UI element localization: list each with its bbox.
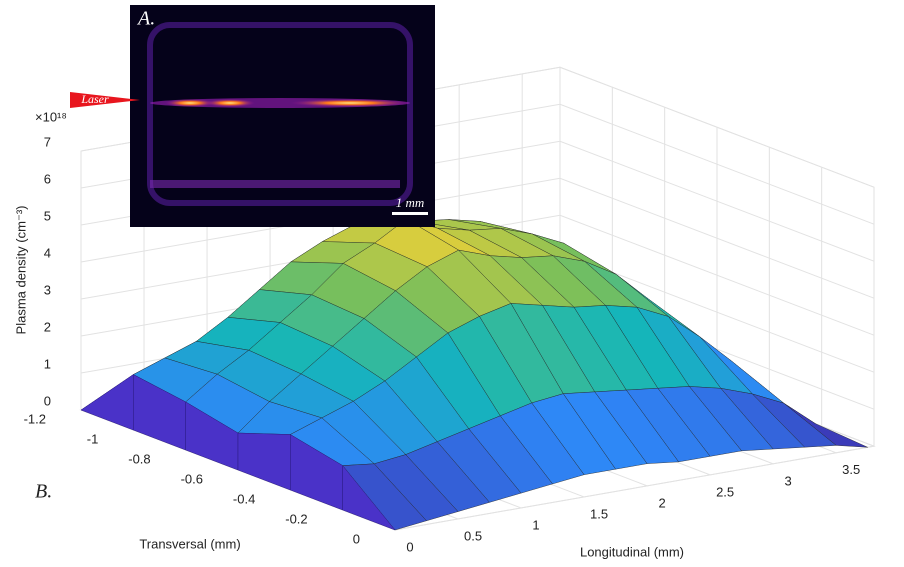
panel-b-label: B.	[35, 481, 52, 503]
z-tick-label: 5	[44, 208, 51, 223]
inset-image: A. 1 mm	[130, 5, 435, 227]
x-tick-label: 1	[532, 517, 539, 532]
x-tick-label: 0	[406, 539, 413, 554]
y-tick-label: -1.2	[24, 411, 46, 426]
laser-label: Laser	[80, 92, 109, 106]
z-tick-label: 6	[44, 171, 51, 186]
laser-arrow	[70, 92, 140, 108]
x-tick-label: 1.5	[590, 506, 608, 521]
grid-line	[394, 187, 875, 531]
surface-side	[237, 432, 291, 491]
inset-beam	[205, 99, 255, 107]
inset-beam	[165, 99, 215, 107]
y-tick-label: -0.4	[233, 491, 255, 506]
plot-area: 0 1 2 3 4 5 6 7 0 0.5 1 1.5 2 2.5 3 3.5 -1.2 -1 -0.8 -0.6 -0…	[24, 66, 876, 554]
z-tick-label: 4	[44, 245, 51, 260]
y-tick-label: -1	[87, 431, 99, 446]
y-tick-label: -0.8	[128, 451, 150, 466]
scale-bar	[392, 212, 428, 215]
z-tick-label: 3	[44, 282, 51, 297]
y-axis-title: Transversal (mm)	[139, 536, 240, 551]
z-tick-label: 2	[44, 319, 51, 334]
z-tick-label: 7	[44, 134, 51, 149]
z-tick-label: 0	[44, 393, 51, 408]
y-tick-label: -0.6	[181, 471, 203, 486]
x-tick-label: 3	[785, 473, 792, 488]
y-tick-label: -0.2	[285, 511, 307, 526]
surface-side	[80, 374, 134, 431]
inset-background	[130, 5, 435, 227]
x-tick-label: 0.5	[464, 528, 482, 543]
panel-a-label: A.	[136, 8, 155, 30]
inset-frame	[147, 22, 413, 206]
x-axis-title: Longitudinal (mm)	[580, 544, 684, 559]
scale-bar-label: 1 mm	[396, 195, 425, 210]
x-tick-label: 3.5	[842, 462, 860, 477]
y-tick-label: 0	[353, 531, 360, 546]
inset-band	[150, 180, 400, 188]
z-exponent: ×10¹⁸	[35, 109, 67, 124]
x-tick-label: 2	[658, 495, 665, 510]
z-axis-title: Plasma density (cm⁻³)	[13, 206, 28, 335]
z-tick-label: 1	[44, 356, 51, 371]
surface-side	[342, 464, 396, 531]
x-tick-label: 2.5	[716, 484, 734, 499]
inset-beam	[290, 99, 410, 107]
